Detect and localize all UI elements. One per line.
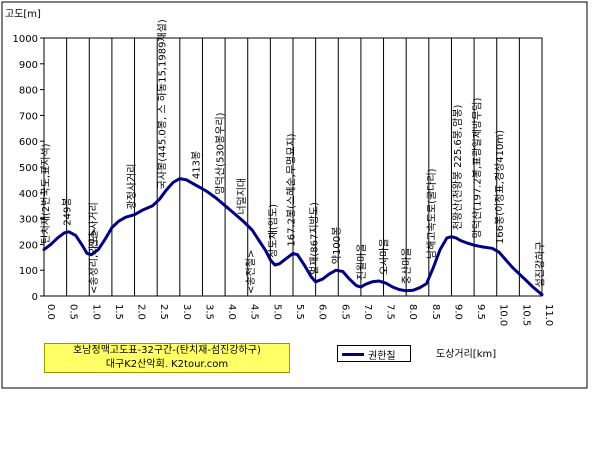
annotation-label: 국사봉(445.0봉, 스 하동15,1989재설) — [156, 19, 169, 189]
annotation-label: <송정리,외포> — [88, 228, 100, 294]
x-tick-label: 5.5 — [294, 304, 305, 320]
x-tick-label: 10.0 — [498, 304, 509, 326]
x-tick-label: 11.0 — [543, 304, 554, 326]
annotation-label: 탄치재(2번국도,표지석) — [40, 143, 52, 243]
x-tick-label: 0.5 — [68, 304, 79, 320]
chart-border — [1, 1, 588, 389]
annotation-label: 너덜지대 — [236, 178, 248, 215]
x-tick-label: 3.5 — [203, 304, 214, 320]
x-tick-label: 10.5 — [520, 304, 531, 326]
grid-layer — [43, 38, 543, 296]
x-tick-label: 5.0 — [271, 304, 282, 320]
y-tick-label: 800 — [19, 86, 38, 97]
x-tick-label: 2.5 — [158, 304, 169, 320]
annotation-label: 상도재(임도) — [267, 204, 280, 258]
x-tick-label: 4.0 — [226, 304, 237, 320]
annotation-label: 413봉 — [191, 151, 203, 179]
annotation-label: 망덕산(530봉우리) — [215, 112, 227, 194]
x-tick-label: 1.0 — [90, 304, 101, 320]
y-tick-label: 0 — [32, 292, 38, 303]
annotation-label: 섬진강하구 — [534, 241, 547, 287]
x-axis-title: 도상거리[km] — [436, 349, 497, 360]
annotation-label: 오사마을 — [379, 238, 391, 275]
y-tick-label: 900 — [19, 60, 38, 71]
x-tick-label: 9.0 — [452, 304, 463, 320]
y-tick-label: 700 — [19, 111, 38, 122]
x-tick-label: 9.5 — [475, 304, 486, 320]
annotation-label: 166봉(이정표,경상410m) — [493, 130, 506, 244]
annotation-label: 249봉 — [62, 197, 74, 225]
x-tick-label: 7.0 — [362, 304, 373, 320]
y-tick-label: 300 — [19, 215, 38, 226]
annotation-layer: 탄치재(2번국도,표지석) 249봉 신촌사거리<송정리,외포> 광정사거리 국사봉(4… — [40, 19, 547, 294]
chart-subtitle: 대구K2산악회. K2tour.com — [105, 359, 229, 370]
y-tick-label: 200 — [19, 240, 38, 251]
x-tick-label: 6.0 — [317, 304, 328, 320]
chart-title-box: 호남정맥고도표-32구간-(탄치재-섬진강하구) 대구K2산악회. K2tour… — [44, 343, 290, 373]
x-tick-label: 8.0 — [407, 304, 418, 320]
annotation-label: 남해고속도로(굴다리) — [425, 168, 438, 259]
annotation-label: 신촌사거리 — [88, 202, 100, 248]
x-tick-label: 2.0 — [136, 304, 147, 320]
x-tick-label: 6.5 — [339, 304, 350, 320]
y-tick-label: 400 — [19, 189, 38, 200]
y-axis-title: 고도[m] — [5, 9, 41, 20]
x-tick-label: 8.5 — [430, 304, 441, 320]
series-line — [42, 177, 544, 297]
legend: 권한칠 — [337, 345, 411, 362]
annotation-label: 망덕산(197.2봉,표광일제방무덤) — [471, 97, 483, 238]
annotation-label: 167.2봉(스헤순,무명묘지) — [286, 133, 298, 246]
annotation-label: 약100봉 — [331, 227, 343, 265]
chart-title: 호남정맥고도표-32구간-(탄치재-섬진강하구) — [73, 345, 261, 356]
series-layer — [42, 177, 544, 297]
legend-swatch — [342, 353, 364, 356]
annotation-label: 벌재(867지방도) — [308, 202, 320, 275]
y-tick-label: 100 — [19, 266, 38, 277]
annotation-label: 중산마을 — [401, 248, 413, 285]
y-tick-label: 500 — [19, 163, 38, 174]
annotation-label: 진월마을 — [356, 243, 368, 280]
x-tick-label: 7.5 — [385, 304, 396, 320]
axes-layer: 0.0 0.5 1.0 1.5 2.0 2.5 3.0 3.5 4.0 4.5 5.0 5.5 6.0 6… — [13, 34, 554, 326]
x-tick-label: 1.5 — [113, 304, 124, 320]
x-tick-label: 3.0 — [181, 304, 192, 320]
annotation-label: 광정사거리 — [126, 164, 138, 210]
y-tick-label: 600 — [19, 137, 38, 148]
y-tick-label: 1000 — [13, 34, 38, 45]
annotation-label: 천왕산(천왕봉 225.6봉,암봉) — [452, 104, 464, 230]
x-tick-label: 0.0 — [45, 304, 56, 320]
legend-label: 권한칠 — [368, 351, 396, 362]
x-tick-label: 4.5 — [249, 304, 260, 320]
annotation-label: <송전철> — [245, 250, 257, 294]
